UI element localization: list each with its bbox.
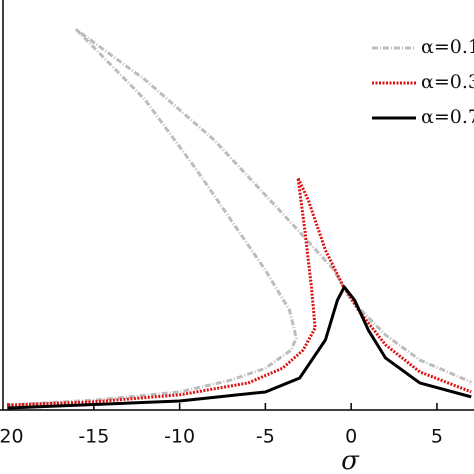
x-tick-label: 0	[345, 426, 357, 448]
series-line	[7, 28, 472, 407]
x-axis-label: σ	[341, 446, 360, 474]
x-tick-label: 5	[431, 426, 443, 448]
x-tick-label: -20	[0, 426, 24, 448]
x-tick-label: -10	[164, 426, 195, 448]
x-tick-label: -5	[256, 426, 275, 448]
legend-label: α=0.7	[421, 106, 474, 128]
legend-label: α=0.1	[421, 36, 474, 58]
series-line	[8, 176, 472, 407]
legend-label: α=0.3	[421, 71, 474, 93]
x-tick-label: -15	[78, 426, 109, 448]
series-line	[8, 285, 472, 410]
